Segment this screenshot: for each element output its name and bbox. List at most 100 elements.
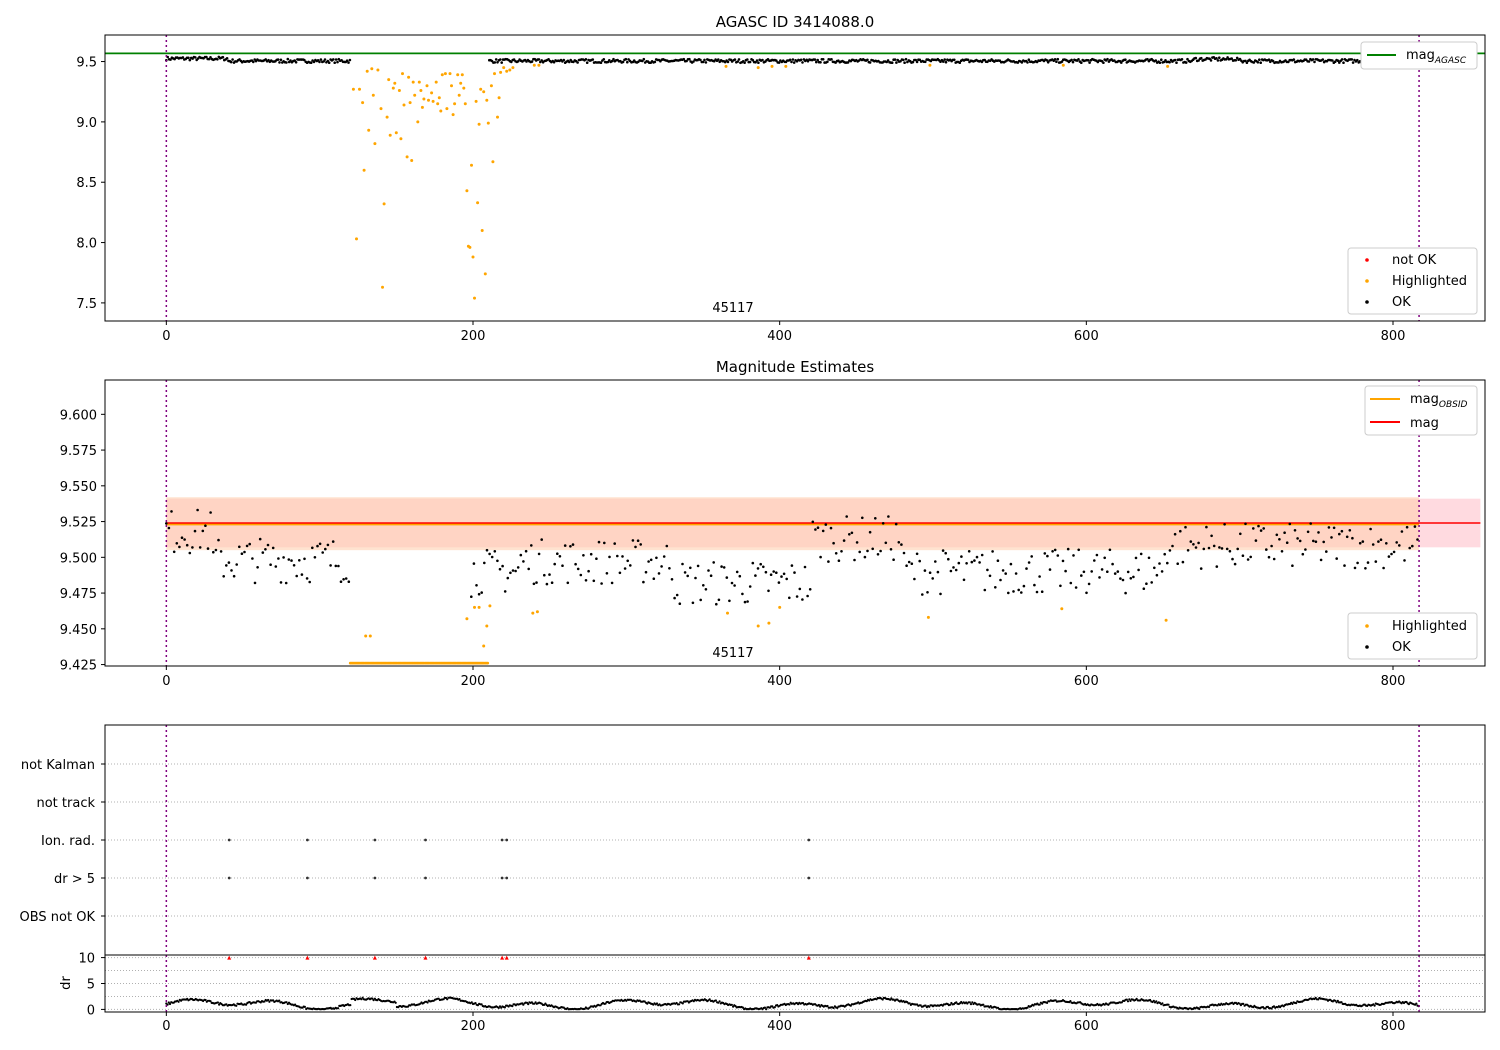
- ok-point: [728, 599, 731, 603]
- dr-point: [349, 1004, 352, 1007]
- ok-point: [1374, 560, 1378, 563]
- ok-point: [1258, 58, 1261, 61]
- ok-point: [1254, 539, 1258, 542]
- highlighted-point: [394, 131, 398, 135]
- ok-point: [999, 578, 1002, 582]
- ok-point: [612, 57, 615, 61]
- ok-point: [313, 556, 317, 559]
- ok-point: [1256, 61, 1260, 64]
- ok-point: [252, 60, 255, 64]
- ok-point: [329, 564, 332, 567]
- dr-point: [1415, 1002, 1418, 1005]
- ok-point: [715, 602, 718, 606]
- ok-point: [1312, 539, 1315, 543]
- highlighted-point: [451, 113, 455, 117]
- ok-point: [743, 61, 746, 64]
- ok-point: [1055, 60, 1058, 63]
- dr-point: [527, 1003, 530, 1006]
- ok-point: [516, 566, 520, 569]
- ok-point: [678, 602, 682, 605]
- ok-point: [602, 58, 606, 61]
- ok-point: [319, 58, 323, 61]
- ok-point: [868, 61, 872, 64]
- legend2-highlighted: Highlighted: [1392, 619, 1467, 634]
- ok-point: [1124, 58, 1127, 61]
- panel4-frame: [104, 954, 1486, 1013]
- ok-point: [258, 537, 262, 541]
- dr-point: [928, 1005, 931, 1008]
- x-tick-label: 600: [1074, 674, 1099, 689]
- highlighted-point: [474, 99, 478, 103]
- highlighted-point: [477, 122, 481, 126]
- ok-point: [746, 58, 749, 61]
- highlighted-point: [471, 255, 475, 259]
- ok-point: [730, 581, 734, 585]
- ok-point: [225, 564, 228, 567]
- highlighted-point: [488, 604, 492, 608]
- ok-point: [499, 58, 502, 61]
- ok-point: [1168, 60, 1171, 64]
- ok-point: [983, 588, 987, 592]
- ok-point: [874, 517, 877, 520]
- ok-point: [850, 531, 854, 535]
- ok-point: [858, 550, 861, 554]
- ok-point: [1137, 568, 1140, 572]
- ok-point: [1086, 59, 1090, 62]
- ok-point: [1332, 526, 1336, 530]
- dr-point: [832, 1006, 835, 1010]
- ok-point: [1215, 565, 1219, 568]
- ok-point: [271, 546, 275, 550]
- flag-point: [227, 876, 231, 880]
- dr-point: [503, 1006, 506, 1009]
- ok-point: [579, 573, 583, 577]
- ok-point: [782, 572, 786, 576]
- legend2-ok: OK: [1392, 640, 1411, 655]
- dr-point: [681, 1002, 684, 1005]
- highlighted-point: [422, 97, 426, 101]
- ok-point: [785, 577, 788, 581]
- highlighted-point: [928, 63, 932, 67]
- ok-point: [986, 568, 989, 572]
- ok-point: [1336, 59, 1340, 62]
- dr-point: [1161, 1002, 1164, 1005]
- ok-point: [1259, 529, 1263, 532]
- ok-point: [327, 61, 331, 64]
- ok-point: [1080, 574, 1083, 577]
- ok-point: [1309, 522, 1312, 525]
- panel1-frame: [104, 34, 1486, 322]
- highlighted-point: [1164, 618, 1168, 622]
- ok-point: [1087, 582, 1091, 586]
- ok-point: [193, 529, 197, 533]
- dr-point: [235, 1004, 238, 1007]
- ok-point: [1235, 56, 1239, 60]
- ok-point: [1225, 547, 1229, 551]
- ok-point: [584, 58, 588, 61]
- ok-point: [743, 600, 747, 604]
- ok-point: [470, 595, 473, 598]
- ok-point: [535, 581, 538, 584]
- ok-point: [488, 552, 491, 556]
- ok-point: [621, 555, 624, 558]
- panel4-plot: 0 5 10 0 200 400 600 800: [78, 952, 1485, 1034]
- dr-point: [1126, 1000, 1130, 1003]
- ok-point: [1371, 543, 1375, 546]
- ok-point: [813, 58, 817, 61]
- ok-point: [624, 57, 628, 61]
- highlighted-point: [408, 101, 412, 105]
- ok-point: [589, 552, 593, 556]
- ok-point: [1146, 58, 1149, 61]
- dr-point: [1069, 1000, 1072, 1003]
- ok-point: [871, 547, 874, 551]
- ok-point: [196, 508, 199, 512]
- flag-point: [505, 876, 509, 880]
- highlighted-point: [784, 64, 788, 68]
- ok-point: [1398, 544, 1401, 547]
- ok-point: [918, 559, 921, 563]
- ok-point: [514, 569, 517, 573]
- ok-point: [294, 61, 298, 64]
- ok-point: [1340, 529, 1344, 533]
- ok-point: [334, 564, 338, 568]
- ok-point: [803, 565, 807, 569]
- ok-point: [309, 61, 313, 64]
- highlighted-point: [499, 70, 503, 74]
